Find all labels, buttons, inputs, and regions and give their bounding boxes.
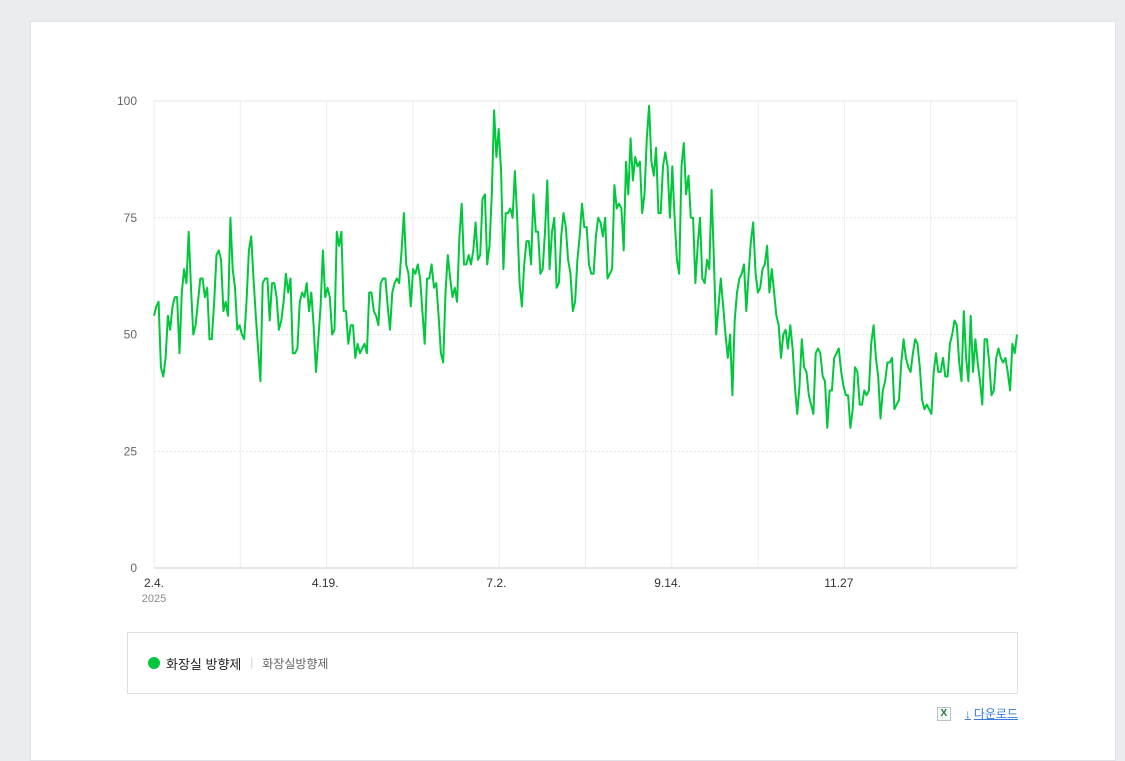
y-tick-label: 50 <box>124 328 138 342</box>
download-arrow-icon: ↓ <box>964 706 971 721</box>
legend-dot <box>148 657 160 669</box>
legend: 화장실 방향제 | 화장실방향제 <box>127 632 1018 694</box>
legend-series-name[interactable]: 화장실 방향제 <box>166 656 242 672</box>
y-tick-label: 100 <box>117 94 137 108</box>
excel-icon[interactable]: X <box>936 706 951 721</box>
x-tick-label: 4.19. <box>312 576 339 590</box>
y-tick-label: 0 <box>130 561 137 575</box>
chart-tools: X ↓ 다운로드 <box>936 705 1018 722</box>
year-label: 2025 <box>142 593 166 605</box>
x-tick-label: 9.14. <box>654 576 681 590</box>
series-line <box>153 104 1018 429</box>
line-chart: 0 25 50 75 100 2.4. 4.19. 7.2. 9.14. 11.27 2025 <box>117 94 1018 605</box>
x-tick-label: 2.4. <box>144 576 164 590</box>
download-label: 다운로드 <box>973 707 1018 721</box>
legend-keyword: 화장실방향제 <box>262 656 329 671</box>
y-tick-label: 25 <box>124 444 138 458</box>
download-link[interactable]: ↓ 다운로드 <box>965 705 1018 722</box>
legend-separator: | <box>250 657 254 669</box>
y-tick-label: 75 <box>124 211 138 225</box>
x-tick-label: 7.2. <box>486 576 506 590</box>
x-tick-label: 11.27 <box>824 576 853 590</box>
